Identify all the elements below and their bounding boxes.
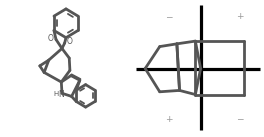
Text: −: − xyxy=(165,12,173,21)
Text: +: + xyxy=(165,115,173,124)
Text: O: O xyxy=(48,34,54,43)
Text: O: O xyxy=(67,38,73,46)
Text: −: − xyxy=(237,115,244,124)
Text: N: N xyxy=(58,90,64,99)
Text: H: H xyxy=(54,91,59,97)
Text: +: + xyxy=(237,12,244,21)
